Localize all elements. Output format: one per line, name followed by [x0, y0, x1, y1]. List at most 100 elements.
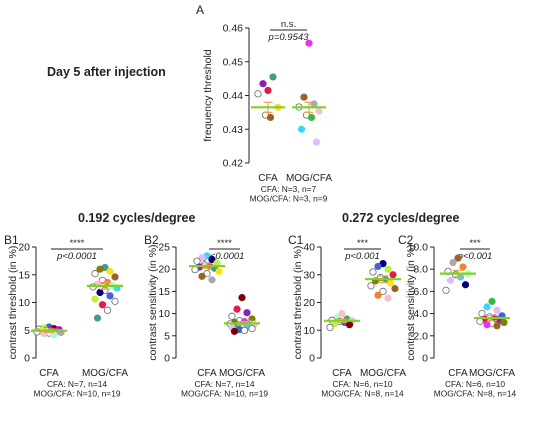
y-tick-label: 0 — [422, 353, 428, 365]
sample-size-note: CFA: N=6, n=10 — [332, 379, 392, 389]
y-tick-label: 0.42 — [223, 158, 244, 170]
y-tick-label: 25 — [158, 242, 170, 254]
data-point — [384, 265, 392, 273]
y-axis-label: contrast sensitivity (in %) — [405, 244, 417, 360]
y-tick-label: 20 — [303, 297, 315, 309]
significance-label: n.s. — [281, 19, 296, 30]
data-point — [238, 294, 246, 302]
y-tick-label: 10 — [303, 325, 315, 337]
p-value-label: p<0.0001 — [56, 251, 97, 262]
y-axis-label: contrast threshold (in %) — [7, 246, 19, 360]
y-tick-label: 20 — [158, 264, 170, 276]
x-category-label: MOG/CFA — [469, 368, 515, 379]
data-point — [208, 276, 216, 284]
y-axis-label: contrast sensitivity (in %) — [147, 244, 159, 360]
y-tick-label: 0.45 — [223, 56, 244, 68]
sample-size-note: CFA: N=3, n=7 — [261, 184, 317, 194]
y-axis-label: frequency threshold — [202, 49, 214, 141]
data-point — [369, 268, 377, 276]
data-point — [91, 295, 99, 303]
data-point — [198, 272, 206, 280]
data-point — [461, 281, 470, 289]
panel-letter: A — [196, 3, 204, 17]
x-category-label: MOG/CFA — [219, 368, 265, 379]
data-point — [374, 262, 382, 271]
panel-letter: C1 — [288, 233, 304, 247]
data-point — [215, 267, 223, 276]
significance-label: **** — [70, 238, 85, 249]
y-tick-label: 0.44 — [223, 90, 244, 102]
data-point — [459, 263, 467, 271]
y-tick-label: 10 — [158, 308, 170, 320]
y-tick-label: 5 — [24, 325, 30, 337]
data-point — [389, 271, 397, 279]
data-point — [96, 288, 104, 297]
significance-label: *** — [357, 238, 368, 249]
y-tick-label: 2.0 — [413, 330, 428, 342]
data-point — [103, 306, 112, 314]
chart-panels: A 0.42 0.43 0.44 0.45 0.46 frequency threshold… — [4, 3, 517, 399]
y-tick-label: 15 — [18, 269, 30, 281]
y-tick-label: 8.0 — [413, 264, 428, 276]
data-point — [230, 327, 239, 335]
header-0272: 0.272 cycles/degree — [342, 211, 459, 225]
significance-label: **** — [217, 238, 232, 249]
data-point — [228, 312, 236, 320]
data-point — [305, 39, 313, 47]
y-tick-label: 0 — [164, 353, 170, 365]
p-value-label: p<0.0001 — [204, 251, 245, 262]
header-day5: Day 5 after injection — [47, 65, 166, 79]
data-point — [254, 90, 262, 98]
data-point — [307, 113, 316, 122]
sample-size-note: MOG/CFA: N=10, n=19 — [33, 389, 120, 399]
p-value-label: p=0.9543 — [268, 32, 310, 43]
sample-size-note: MOG/CFA: N=8, n=14 — [434, 389, 517, 399]
data-point — [297, 125, 306, 133]
data-point — [259, 80, 267, 88]
data-point — [300, 93, 308, 101]
data-point — [266, 113, 275, 122]
data-point — [106, 267, 114, 276]
data-point — [391, 285, 399, 293]
panel-letter: B2 — [144, 233, 159, 247]
y-tick-label: 40 — [303, 242, 315, 254]
data-point — [91, 270, 99, 278]
panel-letter: C2 — [398, 233, 414, 247]
data-point — [233, 305, 241, 313]
sample-size-note: CFA: N=6, n=10 — [445, 379, 505, 389]
y-tick-label: 10 — [18, 297, 30, 309]
p-value-label: p<0.001 — [344, 251, 380, 262]
data-point — [98, 301, 107, 309]
x-category-label: CFA — [448, 368, 468, 379]
data-point — [315, 107, 323, 115]
data-point — [454, 254, 462, 262]
data-point — [379, 287, 387, 295]
data-point — [248, 325, 256, 333]
p-value-label: p<0.001 — [457, 251, 493, 262]
data-point — [326, 323, 334, 332]
data-point — [500, 318, 508, 327]
sample-size-note: MOG/CFA: N=3, n=9 — [250, 194, 328, 204]
y-tick-label: 0 — [24, 353, 30, 365]
panel-letter: B1 — [4, 233, 19, 247]
data-point — [111, 297, 119, 305]
data-point — [483, 303, 491, 311]
data-point — [493, 306, 501, 314]
x-category-label: CFA — [39, 368, 59, 379]
sample-size-note: CFA: N=7, n=14 — [194, 379, 254, 389]
data-point — [191, 266, 199, 274]
sample-size-note: MOG/CFA: N=10, n=19 — [181, 389, 268, 399]
y-tick-label: 0.43 — [223, 124, 244, 136]
y-tick-label: 20 — [18, 242, 30, 254]
x-category-label: CFA — [332, 368, 352, 379]
y-tick-label: 10.0 — [408, 242, 429, 254]
significance-label: *** — [469, 238, 480, 249]
data-point — [312, 138, 321, 146]
header-0192: 0.192 cycles/degree — [78, 211, 195, 225]
panel-a: A 0.42 0.43 0.44 0.45 0.46 frequency threshold… — [196, 3, 332, 204]
data-point — [89, 283, 97, 291]
